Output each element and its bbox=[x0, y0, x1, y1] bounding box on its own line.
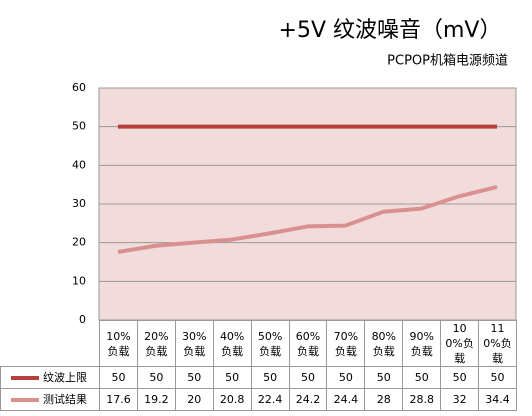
table-row: 纹波上限 50 50 50 50 50 50 50 50 50 50 50 bbox=[0, 366, 517, 389]
y-tick-label: 30 bbox=[72, 197, 86, 210]
value-cell: 50 bbox=[440, 366, 480, 389]
value-cell: 50 bbox=[136, 366, 176, 389]
legend-swatch bbox=[11, 376, 39, 380]
value-cell: 50 bbox=[174, 366, 214, 389]
chart-subtitle: PCPOP机箱电源频道 bbox=[387, 53, 508, 69]
legend-label: 测试结果 bbox=[43, 393, 87, 406]
category-label: 50%负载 bbox=[250, 320, 290, 367]
category-label: 30%负载 bbox=[174, 320, 214, 367]
value-cell: 50 bbox=[212, 366, 252, 389]
value-cell: 50 bbox=[402, 366, 442, 389]
table-corner bbox=[1, 321, 100, 367]
y-tick-label: 50 bbox=[72, 120, 86, 133]
y-tick-label: 20 bbox=[72, 236, 86, 249]
value-cell: 50 bbox=[478, 366, 517, 389]
table-header-row: 10%负载 20%负载 30%负载 40%负载 50%负载 60%负载 70%负载 80%负载… bbox=[1, 320, 517, 367]
value-cell: 34.4 bbox=[478, 388, 517, 411]
y-tick-label: 40 bbox=[72, 158, 86, 171]
category-label: 100%负载 bbox=[440, 320, 480, 367]
value-cell: 20 bbox=[174, 388, 214, 411]
category-label: 110%负载 bbox=[478, 320, 517, 367]
y-tick-label: 10 bbox=[72, 274, 86, 287]
value-cell: 17.6 bbox=[99, 388, 138, 411]
legend-entry: 纹波上限 bbox=[0, 366, 100, 389]
legend-label: 纹波上限 bbox=[43, 371, 87, 384]
series-line bbox=[117, 185, 498, 254]
data-table: 10%负载 20%负载 30%负载 40%负载 50%负载 60%负载 70%负载 80%负载… bbox=[0, 320, 517, 411]
y-tick-label: 0 bbox=[79, 313, 86, 326]
category-label: 80%负载 bbox=[364, 320, 404, 367]
value-cell: 50 bbox=[364, 366, 404, 389]
value-cell: 50 bbox=[288, 366, 328, 389]
value-cell: 50 bbox=[99, 366, 138, 389]
legend-entry: 测试结果 bbox=[0, 388, 100, 411]
value-cell: 20.8 bbox=[212, 388, 252, 411]
y-tick-label: 60 bbox=[72, 81, 86, 94]
category-label: 60%负载 bbox=[288, 320, 328, 367]
value-cell: 19.2 bbox=[136, 388, 176, 411]
value-cell: 50 bbox=[326, 366, 366, 389]
value-cell: 28.8 bbox=[402, 388, 442, 411]
value-cell: 28 bbox=[364, 388, 404, 411]
value-cell: 24.4 bbox=[326, 388, 366, 411]
category-label: 20%负载 bbox=[136, 320, 176, 367]
category-label: 40%负载 bbox=[212, 320, 252, 367]
value-cell: 22.4 bbox=[250, 388, 290, 411]
category-label: 70%负载 bbox=[326, 320, 366, 367]
value-cell: 50 bbox=[250, 366, 290, 389]
category-label: 10%负载 bbox=[99, 320, 138, 367]
value-cell: 32 bbox=[440, 388, 480, 411]
chart-title: +5V 纹波噪音（mV） bbox=[279, 18, 502, 43]
table-row: 测试结果 17.6 19.2 20 20.8 22.4 24.2 24.4 28 28.8 32 34… bbox=[0, 388, 517, 411]
category-label: 90%负载 bbox=[402, 320, 442, 367]
legend-swatch bbox=[11, 398, 39, 402]
value-cell: 24.2 bbox=[288, 388, 328, 411]
